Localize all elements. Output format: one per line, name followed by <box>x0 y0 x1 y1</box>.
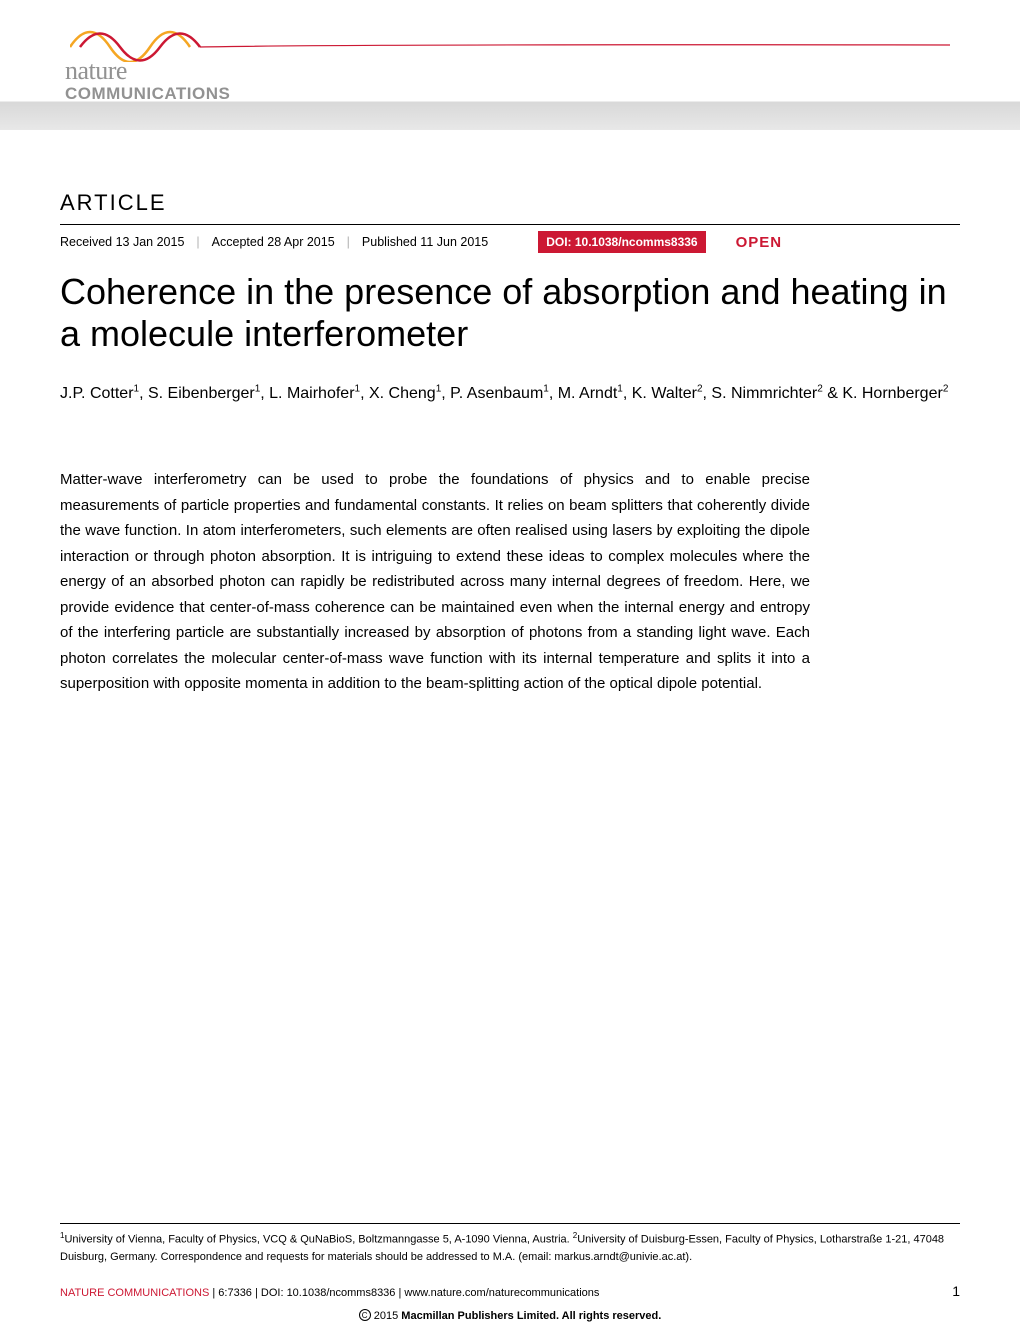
accepted-date: Accepted 28 Apr 2015 <box>212 235 335 249</box>
citation-row: NATURE COMMUNICATIONS | 6:7336 | DOI: 10… <box>60 1283 960 1299</box>
logo-line2: COMMUNICATIONS <box>65 84 230 104</box>
journal-logo: nature COMMUNICATIONS <box>65 58 230 104</box>
open-access-label: OPEN <box>736 234 783 251</box>
journal-banner: nature COMMUNICATIONS <box>0 0 1020 130</box>
correspondence: Correspondence and requests for material… <box>161 1251 692 1263</box>
page-number: 1 <box>952 1283 960 1299</box>
affiliation-1: University of Vienna, Faculty of Physics… <box>64 1234 569 1246</box>
copyright-icon: C <box>359 1309 371 1321</box>
article-content: ARTICLE Received 13 Jan 2015 | Accepted … <box>0 130 1020 697</box>
received-date: Received 13 Jan 2015 <box>60 235 184 249</box>
article-meta-row: Received 13 Jan 2015 | Accepted 28 Apr 2… <box>60 224 960 253</box>
meta-separator: | <box>345 235 352 249</box>
citation-text: NATURE COMMUNICATIONS | 6:7336 | DOI: 10… <box>60 1287 599 1299</box>
abstract-text: Matter-wave interferometry can be used t… <box>60 467 810 697</box>
published-date: Published 11 Jun 2015 <box>362 235 488 249</box>
copyright-text: Macmillan Publishers Limited. All rights… <box>401 1310 661 1322</box>
wave-decoration <box>70 12 950 62</box>
meta-separator: | <box>194 235 201 249</box>
citation-details: | 6:7336 | DOI: 10.1038/ncomms8336 | www… <box>209 1287 599 1299</box>
article-type-label: ARTICLE <box>60 190 960 216</box>
logo-line1: nature <box>65 58 230 84</box>
author-list: J.P. Cotter1, S. Eibenberger1, L. Mairho… <box>60 380 960 407</box>
copyright-year: 2015 <box>374 1310 398 1322</box>
copyright-line: C 2015 Macmillan Publishers Limited. All… <box>60 1309 960 1322</box>
page-footer: 1 University of Vienna, Faculty of Physic… <box>0 1223 1020 1340</box>
doi-badge: DOI: 10.1038/ncomms8336 <box>538 231 705 253</box>
journal-name: NATURE COMMUNICATIONS <box>60 1287 209 1299</box>
article-title: Coherence in the presence of absorption … <box>60 271 960 356</box>
affiliations: 1University of Vienna, Faculty of Physic… <box>60 1223 960 1265</box>
